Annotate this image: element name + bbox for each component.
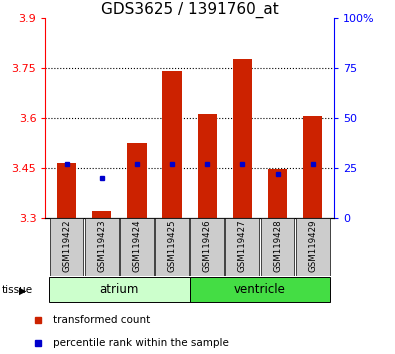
Text: tissue: tissue	[2, 285, 33, 295]
Bar	[198, 114, 217, 218]
Text: ▶: ▶	[19, 285, 26, 295]
Bar	[303, 116, 322, 218]
Text: GSM119424: GSM119424	[132, 219, 141, 272]
Bar	[155, 218, 189, 276]
Text: GSM119427: GSM119427	[238, 219, 247, 272]
Title: GDS3625 / 1391760_at: GDS3625 / 1391760_at	[101, 1, 278, 18]
Text: GSM119422: GSM119422	[62, 219, 71, 272]
Bar	[92, 211, 111, 218]
Text: GSM119426: GSM119426	[203, 219, 212, 272]
Bar	[127, 143, 147, 218]
Bar	[261, 218, 294, 276]
Bar	[226, 218, 259, 276]
Bar	[190, 218, 224, 276]
Text: transformed count: transformed count	[53, 315, 150, 325]
Text: ventricle: ventricle	[234, 283, 286, 296]
Bar	[296, 218, 329, 276]
Bar	[85, 218, 118, 276]
Bar	[49, 277, 190, 302]
Bar	[233, 59, 252, 218]
Text: GSM119423: GSM119423	[97, 219, 106, 272]
Bar	[57, 163, 76, 218]
Text: percentile rank within the sample: percentile rank within the sample	[53, 338, 229, 348]
Bar	[190, 277, 330, 302]
Bar	[162, 71, 182, 218]
Bar	[120, 218, 154, 276]
Text: GSM119429: GSM119429	[308, 219, 317, 272]
Text: atrium: atrium	[100, 283, 139, 296]
Text: GSM119428: GSM119428	[273, 219, 282, 272]
Text: GSM119425: GSM119425	[167, 219, 177, 272]
Bar	[50, 218, 83, 276]
Bar	[268, 169, 287, 218]
